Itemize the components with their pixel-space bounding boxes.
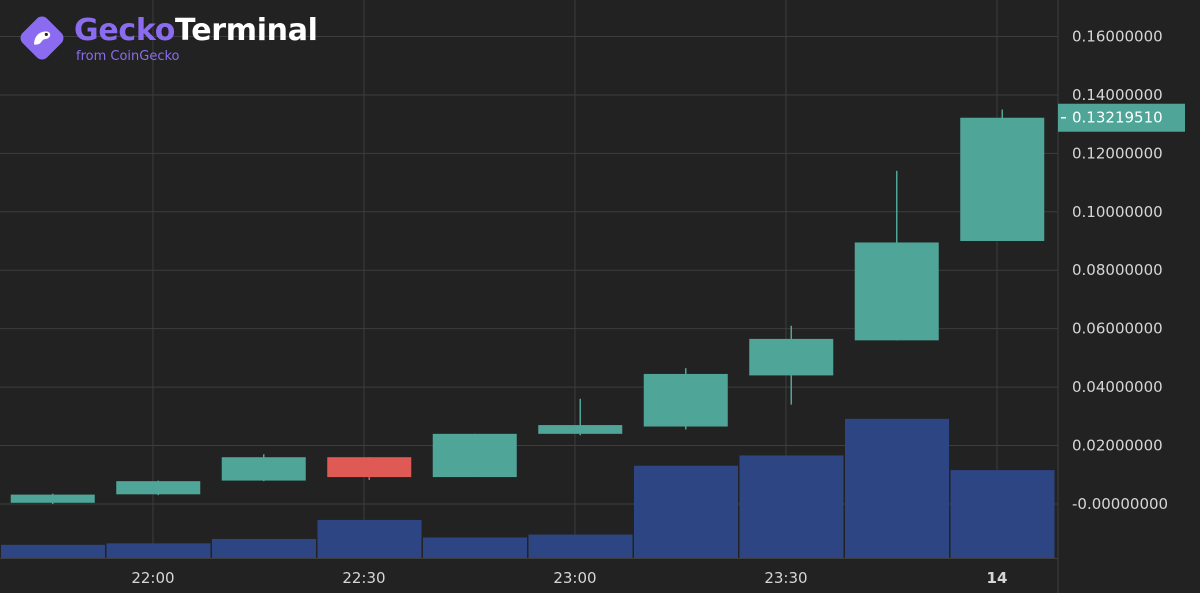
y-tick-label: 0.14000000 xyxy=(1072,86,1163,104)
candle-layer xyxy=(10,109,1045,504)
volume-bar xyxy=(528,534,633,558)
current-price-label-bg xyxy=(1058,103,1185,132)
candle-body xyxy=(749,338,834,376)
x-tick-label: 22:00 xyxy=(131,569,174,587)
brand-subtitle: from CoinGecko xyxy=(76,49,180,64)
y-tick-label: 0.12000000 xyxy=(1072,144,1163,162)
candle-body xyxy=(643,373,728,427)
volume-layer xyxy=(1,418,1055,558)
volume-bar xyxy=(1,544,105,558)
x-tick-label: 23:30 xyxy=(764,569,807,587)
volume-bar xyxy=(212,538,316,558)
volume-bar xyxy=(423,537,527,558)
brand-name: GeckoTerminal xyxy=(74,14,318,48)
gecko-terminal-logo[interactable]: GeckoTerminal from CoinGecko xyxy=(17,13,318,65)
candle-body xyxy=(854,242,939,341)
y-tick-label: -0.00000000 xyxy=(1072,495,1168,513)
y-tick-label: 0.02000000 xyxy=(1072,437,1163,455)
candle-body xyxy=(432,433,517,478)
x-tick-label: 23:00 xyxy=(553,569,596,587)
y-tick-label: 0.04000000 xyxy=(1072,378,1163,396)
x-tick-label: 14 xyxy=(987,569,1008,587)
y-tick-label: 0.08000000 xyxy=(1072,261,1163,279)
gecko-logo-icon xyxy=(17,13,67,63)
volume-bar xyxy=(317,519,422,558)
volume-bar xyxy=(106,543,211,558)
brand-name-part1: Gecko xyxy=(74,13,176,48)
y-tick-label: 0.10000000 xyxy=(1072,203,1163,221)
candle-body xyxy=(960,117,1045,242)
logo-text: GeckoTerminal from CoinGecko xyxy=(74,14,318,65)
volume-bar xyxy=(739,455,844,558)
x-tick-label: 22:30 xyxy=(342,569,385,587)
y-tick-label: 0.06000000 xyxy=(1072,320,1163,338)
candle-body xyxy=(10,494,95,503)
axis-layer: 0.16000000 0.14000000 0.12000000 0.10000000… xyxy=(131,28,1185,587)
candle-body xyxy=(327,457,412,478)
candle-body xyxy=(538,425,623,434)
brand-name-part2: Terminal xyxy=(175,13,318,48)
candle-body xyxy=(116,481,201,495)
candle-body xyxy=(221,457,306,481)
y-tick-label: 0.16000000 xyxy=(1072,28,1163,46)
volume-bar xyxy=(634,465,738,558)
volume-bar xyxy=(845,418,949,558)
current-price-label: 0.13219510 xyxy=(1072,109,1163,127)
volume-bar xyxy=(950,470,1055,558)
